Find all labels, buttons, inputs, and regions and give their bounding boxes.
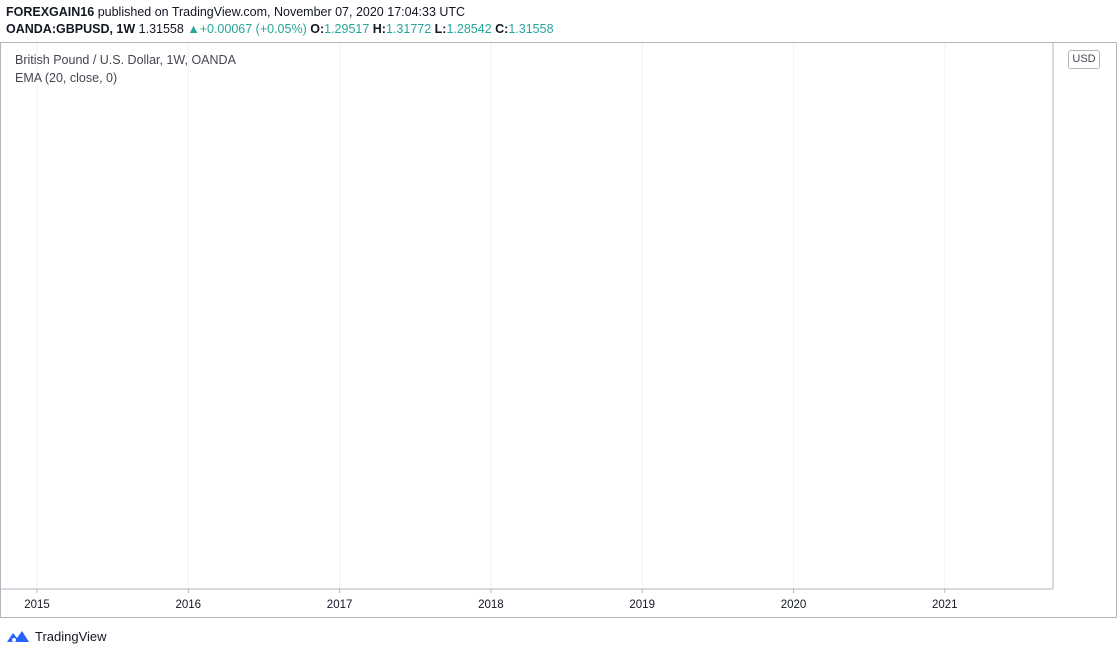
high-value: 1.31772 bbox=[385, 22, 432, 36]
low-value: 1.28542 bbox=[446, 22, 492, 36]
time-tick-label: 2020 bbox=[781, 599, 807, 611]
publisher-name: FOREXGAIN16 bbox=[6, 5, 95, 19]
open-value: 1.29517 bbox=[324, 22, 370, 36]
close-label: C: bbox=[495, 22, 509, 36]
footer-brand[interactable]: TradingView bbox=[6, 628, 107, 644]
time-tick-label: 2019 bbox=[629, 599, 655, 611]
high-label: H: bbox=[372, 22, 386, 36]
tradingview-logo-icon bbox=[7, 631, 29, 642]
ohlc-legend: OANDA:GBPUSD, 1W 1.31558 ▲+0.00067 (+0.0… bbox=[6, 22, 554, 36]
change-arrow-icon: ▲ bbox=[187, 22, 200, 36]
last-price: 1.31558 bbox=[138, 22, 184, 36]
publish-info: FOREXGAIN16 published on TradingView.com… bbox=[6, 5, 465, 19]
grid-lines bbox=[36, 43, 946, 589]
currency-button[interactable]: USD bbox=[1068, 50, 1100, 69]
chart-frame bbox=[0, 42, 1117, 618]
time-tick-label: 2015 bbox=[24, 599, 50, 611]
time-tick-label: 2018 bbox=[478, 599, 504, 611]
close-value: 1.31558 bbox=[508, 22, 554, 36]
low-label: L: bbox=[434, 22, 447, 36]
symbol-label: OANDA:GBPUSD, 1W bbox=[6, 22, 136, 36]
open-label: O: bbox=[310, 22, 325, 36]
time-tick-label: 2017 bbox=[327, 599, 353, 611]
time-tick-label: 2016 bbox=[176, 599, 202, 611]
chart-title: British Pound / U.S. Dollar, 1W, OANDA bbox=[15, 53, 236, 67]
brand-name: TradingView bbox=[35, 628, 107, 644]
time-tick-label: 2021 bbox=[932, 599, 958, 611]
change-value: +0.00067 (+0.05%) bbox=[199, 22, 307, 36]
published-text: published on TradingView.com, November 0… bbox=[97, 5, 466, 19]
ema-legend[interactable]: EMA (20, close, 0) bbox=[15, 71, 118, 85]
